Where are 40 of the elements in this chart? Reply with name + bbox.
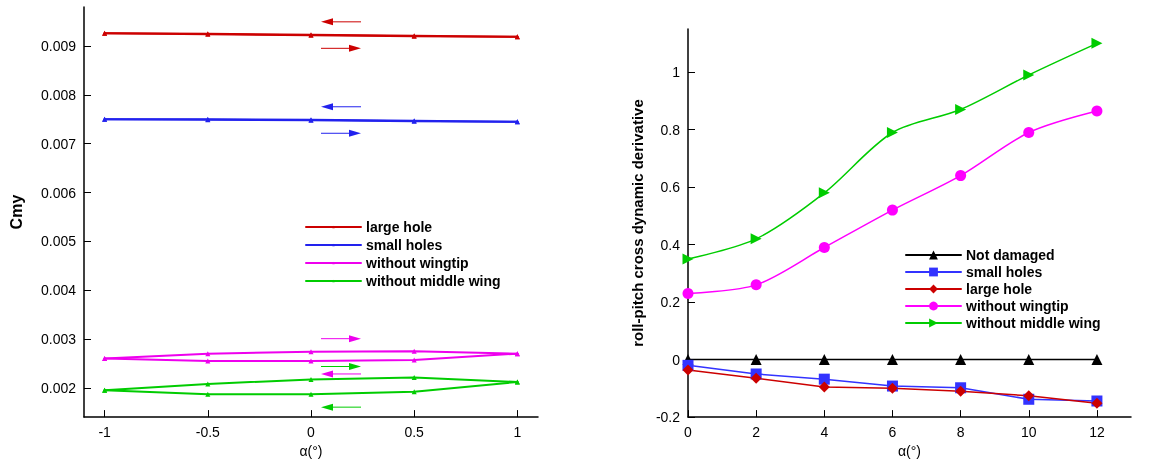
legend-label: small holes [966,264,1043,280]
legend-label: without middle wing [365,273,501,289]
y-tick-label: 0.004 [40,282,77,299]
x-tick-label: 0 [684,424,693,441]
legend-label: large hole [366,219,433,235]
y-tick-label: 0.006 [40,184,77,201]
y-tick-label: 0.005 [40,233,77,250]
y-tick-label: 0.009 [40,38,77,55]
legend-label: without middle wing [965,315,1101,331]
y-tick-label: 0.2 [660,294,681,311]
y-tick-label: 0.008 [40,86,77,103]
y-tick-label: 0.8 [660,121,681,138]
y-tick-label: 0.6 [660,179,681,196]
x-tick-label: 0 [307,424,316,441]
legend-label: small holes [366,237,443,253]
x-tick-label: 12 [1089,424,1105,441]
legend-label: without wingtip [365,255,469,271]
x-tick-label: 0.5 [404,424,425,441]
x-tick-label: -0.5 [195,424,221,441]
x-tick-label: 10 [1020,424,1037,441]
y-tick-label: 0.002 [40,379,77,396]
y-axis-title: Cmy [7,194,25,230]
y-axis-title: roll-pitch cross dynamic derivative [628,99,646,347]
x-axis-title: α(°) [897,443,922,459]
y-tick-label: 0.003 [40,330,77,347]
x-tick-label: 1 [513,424,522,441]
y-tick-label: -0.2 [655,409,681,426]
legend-label: Not damaged [966,247,1055,263]
x-tick-label: 6 [888,424,897,441]
y-tick-label: 0.4 [660,236,681,253]
x-tick-label: 8 [956,424,965,441]
y-tick-label: 0.007 [40,135,77,152]
x-tick-label: 2 [752,424,761,441]
x-tick-label: -1 [98,424,112,441]
legend-label: without wingtip [965,298,1069,314]
y-tick-label: 1 [672,64,681,81]
x-axis-title: α(°) [299,443,323,459]
x-tick-label: 4 [820,424,829,441]
legend-label: large hole [966,281,1033,297]
y-tick-label: 0 [672,351,681,368]
